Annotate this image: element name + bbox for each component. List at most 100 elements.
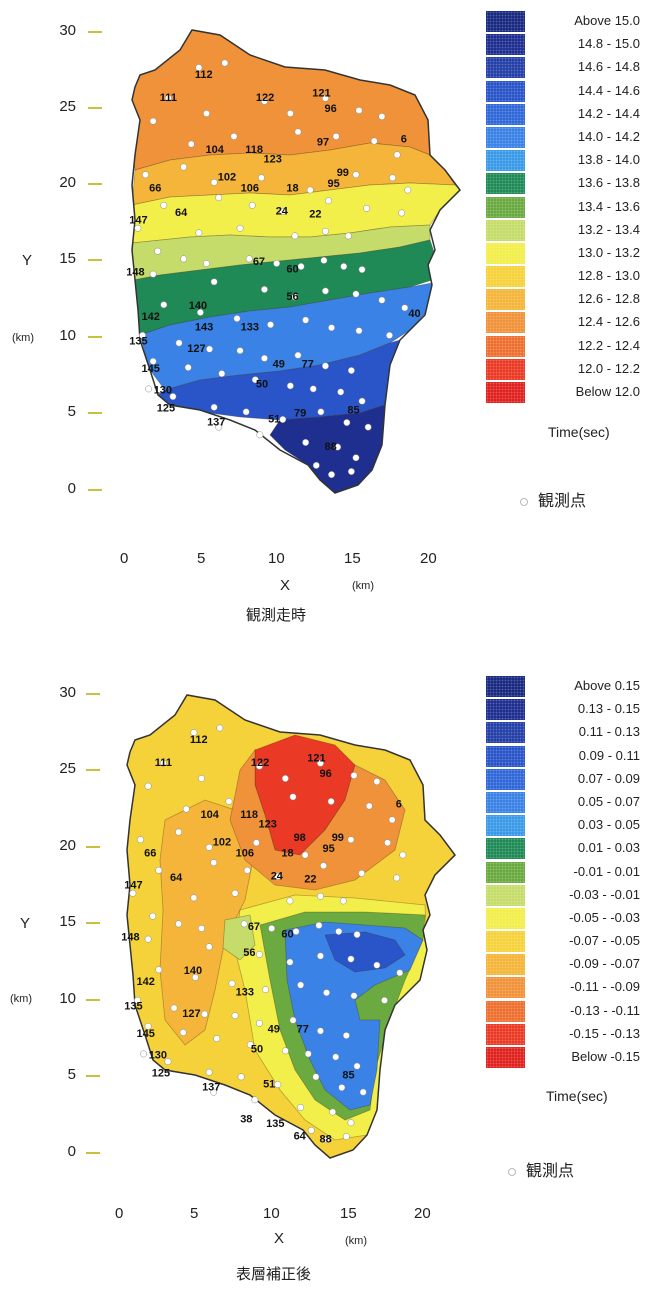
x-tick: 5 (197, 550, 206, 567)
observation-point (297, 1104, 305, 1111)
observation-point (328, 324, 336, 332)
observation-point (175, 339, 183, 347)
observation-point (340, 263, 348, 270)
observation-point (262, 986, 270, 994)
observation-point (256, 762, 263, 770)
legend-label: -0.05 - -0.03 (569, 909, 640, 925)
legend-swatch (486, 861, 525, 883)
legend-swatch (486, 266, 525, 288)
observation-point (334, 443, 342, 451)
legend-label: Below -0.15 (571, 1049, 640, 1064)
x-axis-unit: (km) (352, 580, 374, 592)
observation-point (307, 1126, 315, 1134)
observation-point (332, 1053, 340, 1061)
observation-point (198, 775, 205, 782)
observation-point (312, 461, 320, 469)
station-label: 142 (137, 976, 155, 988)
station-label: 18 (281, 847, 293, 859)
legend-swatch (486, 150, 525, 172)
observation-point (309, 385, 317, 393)
station-label: 96 (320, 768, 332, 780)
station-label: 50 (256, 378, 268, 390)
observation-point (144, 782, 152, 790)
observation-point (144, 1022, 152, 1030)
observation-point (355, 106, 363, 114)
legend-swatch (486, 11, 525, 32)
observation-point (306, 186, 314, 194)
x-tick: 10 (263, 1205, 280, 1222)
legend-label: 0.11 - 0.13 (578, 724, 640, 740)
observation-point (203, 110, 210, 117)
station-label: 148 (121, 932, 139, 944)
observation-point (401, 304, 409, 312)
observation-point (302, 439, 310, 446)
observation-point (373, 961, 381, 969)
station-label: 102 (218, 172, 236, 184)
observation-point (248, 201, 256, 209)
observation-point (342, 1133, 350, 1140)
station-label: 66 (144, 847, 156, 859)
observation-point (140, 1050, 147, 1058)
observation-point (344, 232, 352, 240)
legend-label: 14.0 - 14.2 (577, 128, 640, 144)
legend-swatch (486, 722, 525, 744)
legend-swatch (486, 196, 525, 218)
legend-swatch (486, 312, 525, 334)
observation-point (149, 270, 157, 278)
station-label: 51 (268, 413, 280, 425)
legend-label: 0.13 - 0.15 (577, 701, 640, 717)
observation-point (225, 798, 233, 805)
observation-point (373, 778, 381, 786)
observation-dot-icon (520, 497, 528, 506)
observation-point (205, 843, 213, 851)
legend-swatch (486, 34, 525, 56)
observation-point (327, 798, 335, 805)
observation-point (154, 247, 162, 255)
observation-point (389, 174, 396, 182)
legend-label: -0.11 - -0.09 (570, 979, 640, 995)
observation-point (399, 851, 407, 859)
y-tick: 5 (67, 403, 76, 420)
y-tick: 0 (67, 480, 76, 497)
legend-swatch (486, 884, 525, 906)
station-label: 6 (401, 133, 407, 145)
observation-point (322, 227, 329, 235)
observation-point (302, 316, 310, 324)
station-label: 64 (294, 1130, 307, 1142)
observation-point (175, 828, 183, 836)
observation-point (322, 94, 329, 102)
y-axis-label: Y (22, 252, 33, 269)
legend-label: 13.8 - 14.0 (577, 152, 640, 168)
station-label: 24 (271, 870, 284, 882)
x-axis-label: X (280, 577, 291, 594)
observation-point (404, 186, 412, 194)
station-label: 104 (201, 809, 220, 821)
station-label: 133 (236, 987, 254, 999)
legend-swatch (486, 80, 525, 102)
panel-caption: 表層補正後 (236, 1265, 312, 1283)
observation-point (353, 1062, 361, 1070)
observation-point (328, 471, 336, 479)
legend-label: 0.03 - 0.05 (577, 817, 640, 833)
observation-point (261, 286, 268, 293)
station-label: 137 (202, 1082, 220, 1094)
station-label: 96 (325, 103, 337, 115)
observation-point (378, 296, 386, 304)
x-tick: 15 (340, 1205, 357, 1222)
station-label: 22 (304, 873, 316, 885)
observation-point (286, 110, 294, 117)
observation-point (155, 966, 163, 974)
legend-label: 13.0 - 13.2 (577, 244, 640, 260)
observation-point (256, 951, 263, 958)
observation-point (322, 287, 329, 295)
observation-point (337, 388, 345, 396)
y-tick: 10 (59, 990, 76, 1007)
observation-point (291, 232, 299, 240)
station-label: 135 (124, 1000, 142, 1012)
legend-label: 13.6 - 13.8 (577, 175, 640, 191)
observation-point (363, 204, 371, 212)
legend-label: 0.01 - 0.03 (577, 840, 640, 856)
station-label: 64 (170, 872, 183, 884)
legend-label: 13.2 - 13.4 (577, 221, 640, 237)
station-label: 147 (124, 880, 142, 892)
